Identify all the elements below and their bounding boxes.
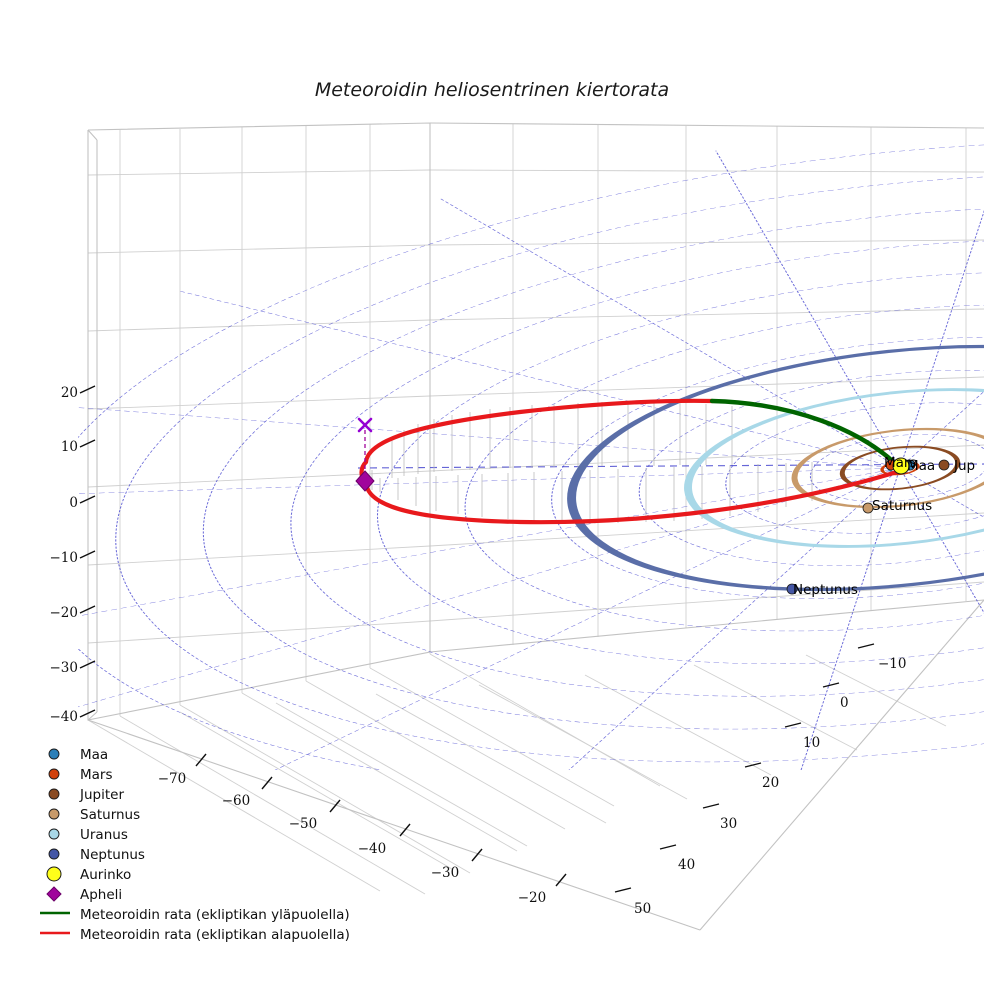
ytick-label: 20	[762, 775, 779, 791]
sun-marker	[892, 457, 910, 475]
legend-item-mars[interactable]: Mars	[48, 767, 113, 783]
legend-label: Aurinko	[80, 867, 131, 883]
legend-marker-icon	[48, 788, 60, 800]
ytick-label: 30	[720, 816, 737, 832]
xtick-label: −30	[431, 865, 460, 881]
planet-orbits	[567, 344, 984, 592]
ztick-label: 0	[69, 495, 78, 511]
legend-label: Apheli	[80, 887, 122, 903]
ztick-label: −20	[50, 605, 79, 621]
xtick-labels: −70 −60 −50 −40 −30 −20	[158, 771, 547, 906]
aphelion-marker-group	[355, 417, 375, 492]
ytick-label: 50	[634, 901, 651, 917]
aphelion-diamond-marker	[355, 470, 375, 492]
legend: Maa Mars Jupiter Saturnus Uranus Neptunu…	[40, 747, 350, 943]
ytick-label: −10	[878, 656, 907, 672]
orbit-neptunus	[567, 344, 984, 592]
xtick-label: −60	[222, 793, 251, 809]
meteoroid-path-below-ecliptic	[363, 468, 903, 525]
orbit-jupiter	[839, 445, 961, 491]
legend-marker-icon	[46, 886, 62, 902]
page-title: Meteoroidin heliosentrinen kiertorata	[315, 79, 669, 101]
axis-tick-marks	[79, 385, 875, 893]
legend-label: Meteoroidin rata (ekliptikan yläpuolella…	[80, 907, 350, 923]
legend-item-aurinko[interactable]: Aurinko	[46, 866, 131, 883]
ecliptic-reference-line	[357, 463, 984, 469]
orbit-saturnus	[791, 427, 984, 509]
planet-dot-saturnus	[862, 502, 874, 514]
planet-dot-jupiter	[938, 459, 950, 471]
legend-marker-icon	[48, 828, 60, 840]
legend-item-meteoroid-below[interactable]: Meteoroidin rata (ekliptikan alapuolella…	[40, 927, 350, 943]
legend-item-maa[interactable]: Maa	[48, 747, 108, 763]
ytick-label: 40	[678, 857, 695, 873]
xtick-label: −50	[289, 816, 318, 832]
legend-label: Saturnus	[80, 807, 140, 823]
ztick-label: 10	[61, 439, 78, 455]
body-labels: Mars Maa Jup Saturnus Neptunus	[793, 455, 975, 598]
ytick-label: 10	[803, 735, 820, 751]
body-label-mars: Mars	[884, 455, 917, 471]
orbit-projection-stems	[371, 402, 813, 523]
ztick-label: 20	[61, 385, 78, 401]
ytick-label: 0	[840, 695, 849, 711]
ztick-label: −10	[50, 550, 79, 566]
xtick-label: −40	[358, 841, 387, 857]
meteoroid-orbit	[359, 398, 903, 525]
legend-marker-icon	[48, 748, 60, 760]
legend-label: Neptunus	[80, 847, 145, 863]
aphelion-projection-x-icon	[357, 417, 373, 433]
legend-marker-icon	[48, 848, 60, 860]
legend-label: Maa	[80, 747, 108, 763]
body-label-jupiter: Jup	[953, 458, 975, 474]
legend-label: Uranus	[80, 827, 128, 843]
body-label-neptunus: Neptunus	[793, 582, 858, 598]
legend-label: Mars	[80, 767, 113, 783]
legend-item-jupiter[interactable]: Jupiter	[48, 787, 124, 803]
legend-label: Jupiter	[79, 787, 124, 803]
legend-marker-icon	[48, 808, 60, 820]
orbit-uranus	[684, 388, 984, 548]
ztick-label: −30	[50, 660, 79, 676]
xtick-label: −70	[158, 771, 187, 787]
legend-marker-icon	[48, 768, 60, 780]
legend-item-meteoroid-above[interactable]: Meteoroidin rata (ekliptikan yläpuolella…	[40, 907, 350, 923]
legend-item-uranus[interactable]: Uranus	[48, 827, 128, 843]
axes3d-panes	[88, 123, 984, 930]
body-label-saturnus: Saturnus	[872, 498, 932, 514]
ztick-label: −40	[50, 709, 79, 725]
legend-marker-icon	[46, 866, 62, 882]
bodies	[786, 457, 950, 595]
legend-item-apheli[interactable]: Apheli	[46, 886, 122, 903]
legend-item-saturnus[interactable]: Saturnus	[48, 807, 140, 823]
legend-label: Meteoroidin rata (ekliptikan alapuolella…	[80, 927, 350, 943]
meteoroid-path-below-ecliptic-outbound	[363, 398, 715, 465]
xtick-label: −20	[518, 890, 547, 906]
planet-dot-neptunus	[786, 583, 798, 595]
meteoroid-path-above-ecliptic	[709, 398, 903, 471]
body-label-maa: Maa	[907, 458, 935, 474]
ytick-labels: −10 0 10 20 30 40 50	[634, 656, 907, 917]
legend-item-neptunus[interactable]: Neptunus	[48, 847, 145, 863]
ztick-labels: 20 10 0 −10 −20 −30 −40	[50, 385, 79, 725]
